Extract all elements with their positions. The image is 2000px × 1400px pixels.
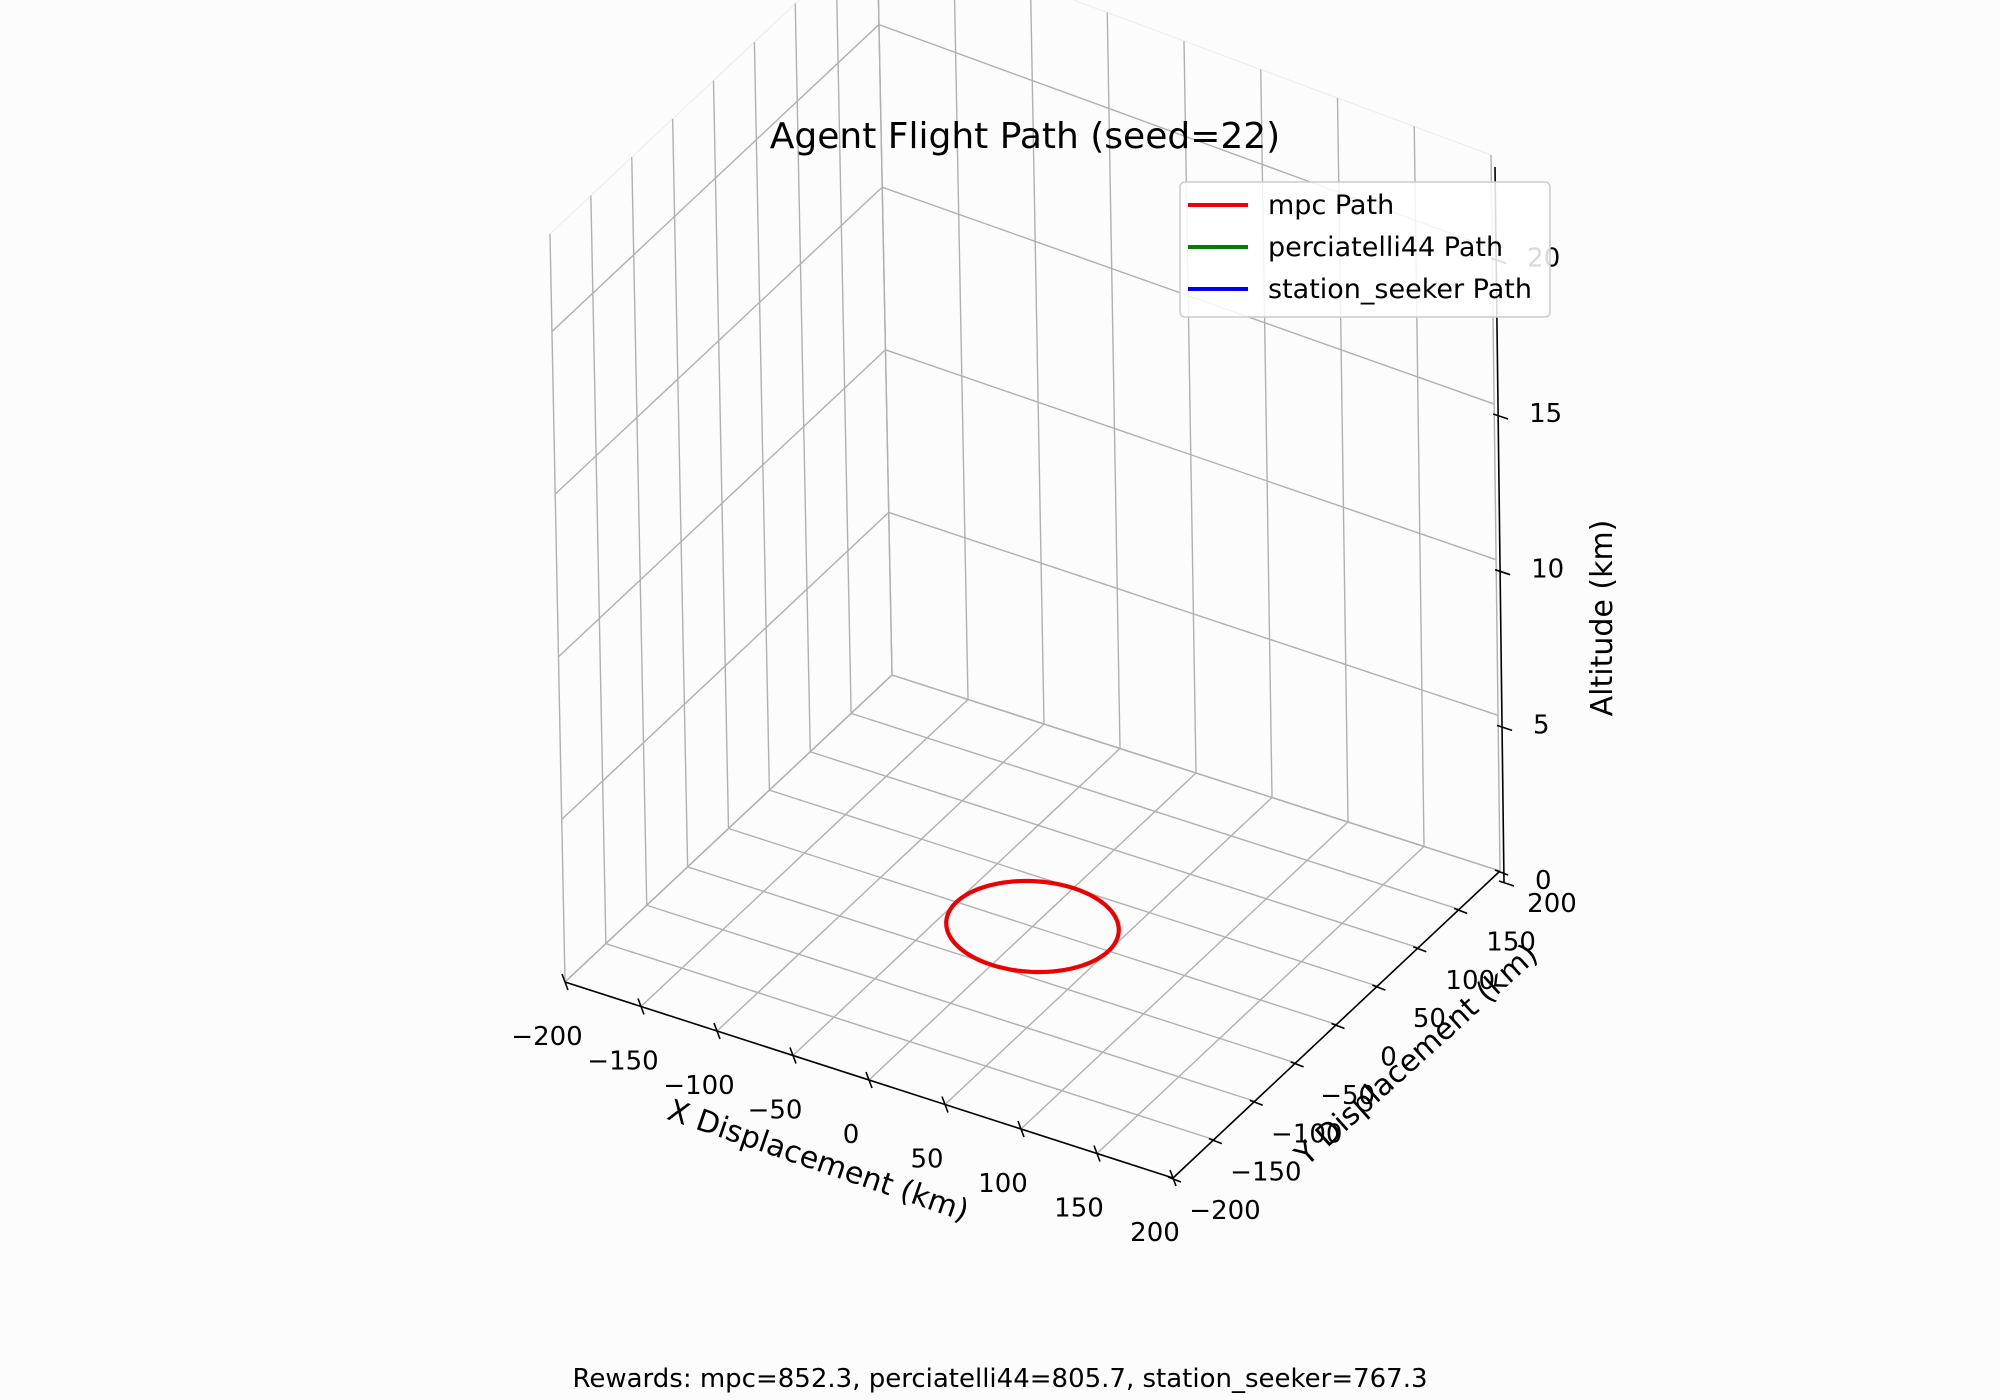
y-tick: [1249, 1099, 1264, 1106]
floor-gridline-y: [728, 827, 1337, 1026]
back-wall-gridline-x: [953, 0, 969, 700]
x-tick-label: 50: [910, 1145, 943, 1175]
left-wall-gridline-z: [551, 24, 880, 333]
x-tick: [1017, 1120, 1025, 1138]
y-tick: [1372, 984, 1386, 991]
x-tick: [1169, 1169, 1177, 1187]
left-wall-gridline-y: [590, 195, 607, 944]
y-tick-label: −100: [1271, 1119, 1342, 1149]
axes-panes: [549, 0, 1501, 1179]
back-wall-gridline-x: [1183, 40, 1197, 774]
x-tick-label: −200: [511, 1022, 582, 1052]
y-tick-label: 50: [1413, 1004, 1446, 1034]
floor-gridline-y: [850, 712, 1460, 911]
y-tick-label: −200: [1189, 1196, 1260, 1226]
x-tick: [637, 998, 645, 1015]
y-tick-label: −50: [1320, 1081, 1375, 1111]
floor-gridline-y: [646, 904, 1255, 1102]
y-tick: [1167, 1176, 1182, 1183]
x-tick: [1093, 1145, 1101, 1162]
back-wall-gridline-x: [1106, 12, 1121, 749]
y-tick-label: 200: [1527, 889, 1577, 919]
back-wall-gridline-x: [1030, 0, 1045, 725]
x-tick-label: 200: [1130, 1218, 1180, 1248]
chart-title: Agent Flight Path (seed=22): [770, 116, 1280, 157]
left-wall-gridline-y: [631, 157, 648, 906]
y-axis-line: [1172, 870, 1501, 1179]
back-wall-gridline-z: [888, 511, 1499, 717]
left-wall-gridline-y: [836, 0, 852, 714]
back-wall-gridline-z: [891, 674, 1501, 872]
back-wall-gridline-z: [885, 349, 1497, 561]
z-tick-label: 10: [1531, 555, 1564, 585]
x-tick-label: −50: [748, 1096, 803, 1126]
y-tick: [1453, 907, 1468, 915]
legend-label-station-seeker: station_seeker Path: [1268, 274, 1532, 305]
tick-marks: [561, 257, 1515, 1187]
legend-label-perciatelli44: perciatelli44 Path: [1268, 232, 1503, 263]
x-tick-label: 150: [1054, 1194, 1104, 1224]
z-tick: [1496, 724, 1513, 732]
y-tick-label: 0: [1380, 1043, 1397, 1073]
y-tick-label: −150: [1230, 1158, 1301, 1188]
x-tick-label: 0: [843, 1120, 860, 1150]
z-tick: [1494, 568, 1511, 576]
x-tick-label: −150: [587, 1047, 658, 1077]
y-tick: [1494, 869, 1509, 876]
left-wall-gridline-z: [564, 674, 893, 983]
rewards-footer: Rewards: mpc=852.3, perciatelli44=805.7,…: [572, 1364, 1427, 1394]
z-tick: [1498, 880, 1515, 887]
y-tick: [1412, 946, 1427, 953]
z-tick-label: 15: [1529, 399, 1562, 429]
left-wall-gridline-y: [794, 3, 811, 752]
z-tick-label: 5: [1533, 710, 1550, 740]
series-layer: [944, 878, 1121, 975]
y-tick-label: 100: [1445, 966, 1495, 996]
x-tick: [789, 1047, 797, 1064]
y-tick-label: 150: [1486, 927, 1536, 957]
floor-gridline-y: [810, 751, 1419, 949]
series-path-mpc-path: [944, 878, 1121, 975]
left-wall-gridline-y: [549, 233, 566, 983]
left-wall-gridline-z: [554, 186, 883, 495]
x-tick-label: 100: [978, 1169, 1028, 1199]
left-wall-gridline-z: [557, 349, 886, 658]
x-tick: [865, 1071, 873, 1089]
z-tick: [1492, 413, 1509, 420]
x-tick: [713, 1022, 721, 1040]
x-tick-label: −100: [663, 1071, 734, 1101]
left-wall-gridline-z: [561, 511, 890, 820]
back-wall-gridline-x: [877, 0, 893, 676]
x-tick: [561, 973, 569, 991]
y-tick: [1208, 1137, 1223, 1145]
left-wall-gridline-y: [753, 42, 771, 791]
left-wall-gridline-y: [712, 80, 730, 829]
z-tick-label: 0: [1535, 866, 1552, 896]
y-tick: [1290, 1061, 1304, 1068]
legend-label-mpc: mpc Path: [1268, 190, 1394, 221]
floor-gridline-y: [605, 942, 1215, 1141]
legend-box: [1179, 181, 1551, 318]
y-tick: [1331, 1022, 1345, 1030]
x-tick: [941, 1096, 949, 1113]
z-axis-label: Altitude (km): [1585, 520, 1620, 717]
legend: mpc Path perciatelli44 Path station_seek…: [1179, 181, 1551, 318]
left-wall-gridline-y: [671, 118, 689, 867]
